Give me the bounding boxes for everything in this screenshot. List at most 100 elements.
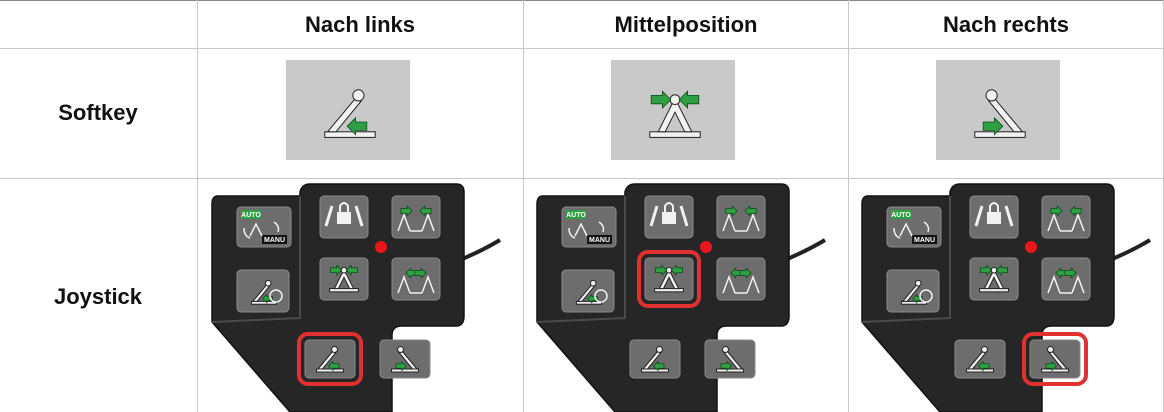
joint-icon — [914, 279, 922, 287]
manu-label-bg — [587, 235, 612, 244]
ground-icon — [966, 368, 994, 373]
arrow-icon — [414, 267, 427, 279]
lock-shackle — [339, 202, 349, 212]
ground-icon — [250, 300, 278, 305]
joystick-divider — [861, 196, 951, 323]
power-icon — [594, 289, 608, 303]
legs-icon — [1047, 274, 1085, 294]
column-header: Mittelposition — [615, 12, 758, 37]
joint-icon — [656, 346, 663, 353]
arrow-icon — [1069, 205, 1082, 217]
joint-icon — [722, 346, 729, 353]
status-led — [375, 241, 387, 253]
softkey — [611, 60, 735, 160]
joint-icon — [331, 346, 338, 353]
joystick-divider — [536, 196, 626, 323]
ground-icon — [900, 300, 928, 305]
arrow-icon — [1064, 267, 1077, 279]
arrow-icon — [1050, 205, 1063, 217]
auto-label: AUTO — [241, 212, 261, 219]
column-header: Nach links — [305, 12, 415, 37]
manu-label-bg — [912, 235, 937, 244]
lock-sides — [974, 205, 1014, 227]
joint-icon — [1047, 346, 1054, 353]
arrow-icon — [739, 267, 752, 279]
arrow-icon — [650, 90, 672, 109]
power-icon — [269, 289, 283, 303]
joystick-button — [319, 257, 369, 301]
ground-icon — [1041, 368, 1069, 373]
legs-icon — [1047, 212, 1085, 232]
auto-label-bg — [241, 210, 261, 219]
joystick-button — [969, 257, 1019, 301]
arrow-icon — [652, 360, 665, 372]
status-led — [1025, 241, 1037, 253]
status-led — [700, 241, 712, 253]
lock-icon — [337, 212, 351, 224]
legs-icon — [397, 274, 435, 294]
row-header: Joystick — [54, 284, 143, 309]
joint-icon — [397, 346, 404, 353]
lock-sides — [324, 205, 364, 227]
arrow-icon — [995, 264, 1009, 276]
leg-icon — [326, 97, 362, 133]
softkey — [936, 60, 1060, 160]
ground-icon — [324, 131, 376, 138]
arrow-icon — [670, 264, 684, 276]
joint-icon — [981, 346, 988, 353]
joint-icon — [985, 89, 998, 102]
joint-icon — [589, 279, 597, 287]
arrow-icon — [345, 264, 359, 276]
joystick: AUTO MANU — [211, 183, 502, 412]
manu-label: MANU — [589, 237, 610, 244]
joint-icon — [352, 89, 365, 102]
legs-icon — [397, 212, 435, 232]
joystick-button — [391, 257, 441, 301]
ground-icon — [391, 368, 419, 373]
ground-icon — [979, 288, 1009, 293]
auto-label: AUTO — [891, 212, 911, 219]
joystick-button — [716, 195, 766, 239]
ground-icon — [316, 368, 344, 373]
manu-label: MANU — [914, 237, 935, 244]
joystick: AUTO MANU — [861, 183, 1152, 412]
ground-icon — [974, 131, 1026, 138]
joystick: AUTO MANU — [536, 183, 827, 412]
arrow-icon — [400, 205, 413, 217]
arrow-icon — [419, 205, 432, 217]
arrow-icon — [977, 360, 990, 372]
joint-icon — [264, 279, 272, 287]
joystick-button — [644, 257, 694, 301]
lock-sides — [649, 205, 689, 227]
lock-icon — [987, 212, 1001, 224]
arrow-icon — [346, 116, 368, 136]
active-highlight — [637, 250, 701, 308]
power-icon — [919, 289, 933, 303]
arrow-icon — [678, 90, 700, 109]
manu-label: MANU — [264, 237, 285, 244]
ground-icon — [329, 288, 359, 293]
arrow-icon — [725, 205, 738, 217]
auto-manu-icon — [568, 221, 605, 239]
auto-label: AUTO — [566, 212, 586, 219]
arrow-icon — [395, 360, 408, 372]
ground-icon — [649, 131, 701, 138]
arrow-icon — [654, 264, 668, 276]
arrow-icon — [327, 360, 340, 372]
ground-icon — [641, 368, 669, 373]
ground-icon — [716, 368, 744, 373]
arrow-icon — [982, 116, 1004, 136]
joystick-button — [716, 257, 766, 301]
arrow-icon — [1045, 360, 1058, 372]
joystick-button — [1041, 257, 1091, 301]
joystick-divider — [211, 196, 301, 323]
ground-icon — [654, 288, 684, 293]
active-highlight — [1022, 332, 1088, 386]
lock-shackle — [664, 202, 674, 212]
lock-icon — [662, 212, 676, 224]
column-header: Nach rechts — [943, 12, 1069, 37]
manu-label-bg — [262, 235, 287, 244]
row-header: Softkey — [58, 100, 138, 125]
